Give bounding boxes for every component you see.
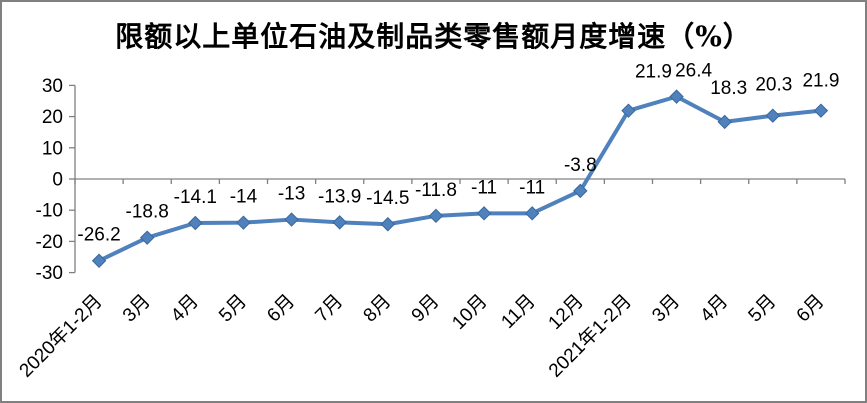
series-line xyxy=(97,94,823,263)
y-axis-tick-label: -10 xyxy=(36,201,63,222)
x-axis-category-label: 11月 xyxy=(497,291,539,333)
data-point-label: 18.3 xyxy=(710,78,747,99)
data-point-marker xyxy=(669,89,684,104)
data-point-label: -14 xyxy=(230,187,258,208)
x-axis-category-label: 6月 xyxy=(793,291,829,327)
data-point-label: -11 xyxy=(519,177,545,198)
x-axis-category-label: 9月 xyxy=(408,291,444,327)
data-point-marker xyxy=(813,103,829,118)
data-point-label: -3.8 xyxy=(564,155,597,176)
data-point-label: 21.9 xyxy=(635,62,672,83)
data-point-marker xyxy=(524,206,540,221)
data-point-label: -13 xyxy=(278,184,305,205)
data-point-marker xyxy=(91,253,107,268)
data-point-marker xyxy=(621,103,636,118)
data-point-label: -11 xyxy=(471,177,497,198)
x-axis-category-label: 4月 xyxy=(696,291,732,327)
x-axis-category-label: 3月 xyxy=(648,291,684,327)
y-axis-tick-label: 30 xyxy=(42,76,63,97)
x-axis-category-label: 3月 xyxy=(119,291,155,327)
x-axis-category-label: 2021年1-2月 xyxy=(544,290,636,382)
data-point-marker xyxy=(236,215,251,230)
x-axis-category-label: 2020年1-2月 xyxy=(15,290,107,382)
data-point-label: 26.4 xyxy=(675,61,712,82)
x-axis-category-label: 12月 xyxy=(545,291,588,334)
chart-title: 限额以上单位石油及制品类零售额月度增速（%） xyxy=(115,20,752,53)
y-axis-tick-label: 10 xyxy=(42,138,63,159)
data-point-label: -18.8 xyxy=(126,202,169,223)
data-point-label: -14.1 xyxy=(174,187,217,208)
data-point-marker xyxy=(332,215,347,230)
data-point-marker xyxy=(717,114,732,130)
y-axis-tick-label: 20 xyxy=(42,107,63,128)
data-point-marker xyxy=(284,212,299,227)
data-point-label: -13.9 xyxy=(318,186,361,207)
data-point-label: 20.3 xyxy=(755,75,792,96)
y-axis-tick-label: -20 xyxy=(36,232,63,253)
data-point-marker xyxy=(476,206,492,221)
data-point-label: 21.9 xyxy=(802,71,839,92)
data-point-label: -11.8 xyxy=(415,180,457,201)
x-axis-category-label: 5月 xyxy=(745,291,781,327)
data-point-marker xyxy=(765,108,781,123)
data-point-marker xyxy=(188,215,203,231)
x-axis-category-label: 5月 xyxy=(215,291,251,327)
x-axis-category-label: 7月 xyxy=(311,291,347,327)
y-axis-tick-label: -30 xyxy=(36,263,63,284)
data-point-marker xyxy=(380,217,396,232)
y-axis-tick-label: 0 xyxy=(52,170,63,191)
x-axis-category-label: 10月 xyxy=(448,291,491,334)
x-axis-category-label: 8月 xyxy=(360,291,396,327)
data-point-marker xyxy=(139,230,155,245)
data-point-label: -26.2 xyxy=(77,225,120,246)
data-point-label: -14.5 xyxy=(366,188,409,209)
data-point-marker xyxy=(428,208,444,224)
data-point-marker xyxy=(573,183,588,199)
x-axis-category-label: 6月 xyxy=(263,291,299,327)
x-axis-category-label: 4月 xyxy=(167,291,203,327)
